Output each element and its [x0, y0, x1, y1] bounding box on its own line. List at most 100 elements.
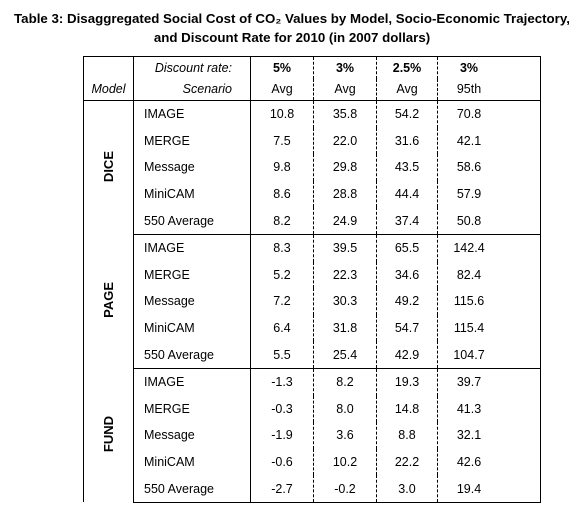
- value-cell: 58.6: [437, 154, 541, 181]
- value-cell: 29.8: [313, 154, 377, 181]
- value-cell: 10.2: [313, 448, 377, 476]
- value-cell: 115.6: [437, 288, 541, 315]
- table-row: MERGE 7.5 22.0 31.6 42.1: [84, 127, 541, 155]
- discount-label: Discount rate:: [133, 56, 251, 79]
- model-name: PAGE: [101, 282, 116, 318]
- value-cell: 142.4: [437, 234, 541, 262]
- table-title: Table 3: Disaggregated Social Cost of CO…: [14, 11, 570, 45]
- value-cell: 42.6: [437, 448, 541, 476]
- value-cell: 82.4: [437, 261, 541, 289]
- value-cell: 3.6: [313, 422, 377, 449]
- table-row: Message -1.9 3.6 8.8 32.1: [84, 422, 541, 449]
- scenario: 550 Average: [133, 207, 251, 235]
- value-cell: 24.9: [313, 207, 377, 235]
- value-cell: 22.0: [313, 127, 377, 155]
- model-name: DICE: [101, 150, 116, 182]
- value-cell: 50.8: [437, 207, 541, 235]
- scenario: 550 Average: [133, 341, 251, 369]
- stat: Avg: [250, 78, 314, 101]
- scenario: MERGE: [133, 261, 251, 289]
- value-cell: -0.2: [313, 475, 377, 503]
- value-cell: 8.6: [250, 180, 314, 208]
- table-row: MiniCAM 8.6 28.8 44.4 57.9: [84, 180, 541, 208]
- value-cell: -1.9: [250, 422, 314, 449]
- value-cell: 54.2: [376, 100, 438, 128]
- scenario: MERGE: [133, 395, 251, 423]
- value-cell: 22.2: [376, 448, 438, 476]
- value-cell: 30.3: [313, 288, 377, 315]
- rate: 3%: [437, 56, 541, 79]
- rate: 5%: [250, 56, 314, 79]
- value-cell: 32.1: [437, 422, 541, 449]
- value-cell: 8.3: [250, 234, 314, 262]
- scenario: IMAGE: [133, 234, 251, 262]
- table-row: 550 Average 8.2 24.9 37.4 50.8: [84, 207, 541, 235]
- value-cell: 19.3: [376, 368, 438, 396]
- value-cell: 25.4: [313, 341, 377, 369]
- value-cell: 57.9: [437, 180, 541, 208]
- stat: 95th: [437, 78, 541, 101]
- value-cell: 37.4: [376, 207, 438, 235]
- table-row: MERGE -0.3 8.0 14.8 41.3: [84, 395, 541, 423]
- value-cell: 42.1: [437, 127, 541, 155]
- value-cell: 7.2: [250, 288, 314, 315]
- table-row: MiniCAM -0.6 10.2 22.2 42.6: [84, 448, 541, 476]
- table-row: MiniCAM 6.4 31.8 54.7 115.4: [84, 314, 541, 342]
- value-cell: 6.4: [250, 314, 314, 342]
- value-cell: 34.6: [376, 261, 438, 289]
- value-cell: 5.2: [250, 261, 314, 289]
- value-cell: -0.6: [250, 448, 314, 476]
- value-cell: -0.3: [250, 395, 314, 423]
- scenario: IMAGE: [133, 368, 251, 396]
- model-name: FUND: [101, 415, 116, 452]
- value-cell: 39.5: [313, 234, 377, 262]
- scenario: MERGE: [133, 127, 251, 155]
- value-cell: 42.9: [376, 341, 438, 369]
- stat: Avg: [376, 78, 438, 101]
- table-row: MERGE 5.2 22.3 34.6 82.4: [84, 261, 541, 289]
- value-cell: 19.4: [437, 475, 541, 503]
- model-label: Model: [83, 78, 134, 101]
- value-cell: -1.3: [250, 368, 314, 396]
- scenario: MiniCAM: [133, 448, 251, 476]
- value-cell: 31.8: [313, 314, 377, 342]
- value-cell: 10.8: [250, 100, 314, 128]
- value-cell: 7.5: [250, 127, 314, 155]
- value-cell: 104.7: [437, 341, 541, 369]
- value-cell: 70.8: [437, 100, 541, 128]
- value-cell: 8.8: [376, 422, 438, 449]
- rate: 2.5%: [376, 56, 438, 79]
- value-cell: 8.2: [250, 207, 314, 235]
- table-row: PAGE IMAGE 8.3 39.5 65.5 142.4: [83, 234, 541, 369]
- scenario: 550 Average: [133, 475, 251, 503]
- header-row: Model Scenario Avg Avg Avg 95th: [83, 78, 541, 101]
- scenario: MiniCAM: [133, 314, 251, 342]
- value-cell: 44.4: [376, 180, 438, 208]
- scenario-label: Scenario: [133, 78, 251, 101]
- value-cell: 35.8: [313, 100, 377, 128]
- value-cell: 28.8: [313, 180, 377, 208]
- value-cell: 5.5: [250, 341, 314, 369]
- table-row: 550 Average 5.5 25.4 42.9 104.7: [84, 341, 541, 369]
- rate: 3%: [313, 56, 377, 79]
- stat: Avg: [313, 78, 377, 101]
- scenario: Message: [133, 288, 251, 315]
- value-cell: 39.7: [437, 368, 541, 396]
- value-cell: 22.3: [313, 261, 377, 289]
- value-cell: 14.8: [376, 395, 438, 423]
- value-cell: 31.6: [376, 127, 438, 155]
- data-table: Discount rate: 5% 3% 2.5% 3% Model Scena…: [83, 56, 541, 503]
- table-row: Message 9.8 29.8 43.5 58.6: [84, 154, 541, 181]
- model-cell: PAGE: [83, 234, 134, 369]
- value-cell: 115.4: [437, 314, 541, 342]
- header-cell: [83, 56, 134, 79]
- scenario: IMAGE: [133, 100, 251, 128]
- table-row: FUND IMAGE -1.3 8.2 19.3 39.7: [83, 368, 541, 503]
- value-cell: 41.3: [437, 395, 541, 423]
- model-cell: FUND: [83, 368, 134, 503]
- value-cell: -2.7: [250, 475, 314, 503]
- value-cell: 49.2: [376, 288, 438, 315]
- model-cell: DICE: [83, 100, 134, 235]
- value-cell: 65.5: [376, 234, 438, 262]
